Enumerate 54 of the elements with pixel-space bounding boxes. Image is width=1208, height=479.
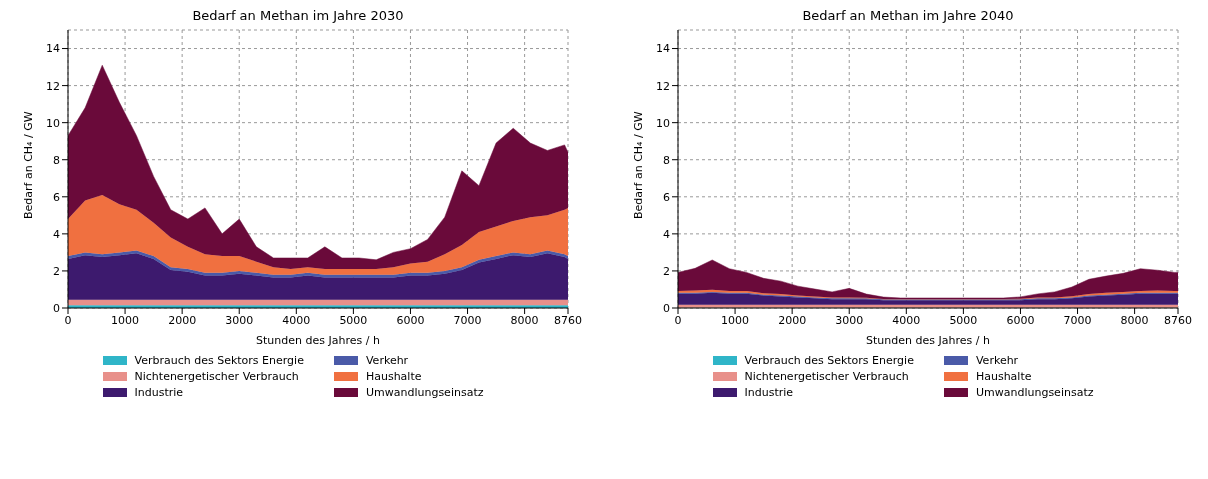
legend-label: Industrie xyxy=(134,385,184,399)
x-tick-label: 5000 xyxy=(339,313,368,327)
y-tick-label: 6 xyxy=(663,190,670,204)
legend-label: Verbrauch des Sektors Energie xyxy=(134,353,304,367)
chart-title: Bedarf an Methan im Jahre 2040 xyxy=(801,8,1015,23)
x-tick-label: 5000 xyxy=(949,313,978,327)
x-axis-title: Stunden des Jahres / h xyxy=(256,334,380,347)
y-tick-label: 14 xyxy=(46,42,60,56)
x-tick-label: 8760 xyxy=(554,313,582,327)
x-tick-label: 6000 xyxy=(1006,313,1035,327)
y-tick-label: 12 xyxy=(46,79,60,93)
y-tick-label: 4 xyxy=(663,227,670,241)
y-tick-label: 6 xyxy=(53,190,60,204)
legend-label: Haushalte xyxy=(975,369,1032,383)
y-tick-label: 2 xyxy=(663,264,670,278)
legend-label: Verbrauch des Sektors Energie xyxy=(744,353,914,367)
y-tick-label: 2 xyxy=(53,264,60,278)
legend-label: Haushalte xyxy=(365,369,422,383)
x-tick-label: 2000 xyxy=(168,313,197,327)
x-tick-label: 3000 xyxy=(225,313,254,327)
legend-label: Umwandlungseinsatz xyxy=(975,385,1094,399)
y-tick-label: 0 xyxy=(53,301,60,315)
y-tick-label: 12 xyxy=(656,79,670,93)
x-tick-label: 8000 xyxy=(1120,313,1149,327)
x-tick-label: 0 xyxy=(674,313,682,327)
x-tick-label: 0 xyxy=(64,313,72,327)
y-tick-label: 8 xyxy=(53,153,60,167)
x-tick-label: 7000 xyxy=(453,313,482,327)
y-tick-label: 4 xyxy=(53,227,60,241)
legend-label: Verkehr xyxy=(365,353,409,367)
x-axis-title: Stunden des Jahres / h xyxy=(866,334,990,347)
legend-label: Umwandlungseinsatz xyxy=(365,385,484,399)
y-tick-label: 8 xyxy=(663,153,670,167)
legend-label: Verkehr xyxy=(975,353,1019,367)
y-tick-label: 10 xyxy=(656,116,670,130)
x-tick-label: 4000 xyxy=(892,313,921,327)
y-axis-title: Bedarf an CH₄ / GW xyxy=(631,111,645,219)
x-tick-label: 3000 xyxy=(835,313,864,327)
x-tick-label: 7000 xyxy=(1063,313,1092,327)
y-tick-label: 10 xyxy=(46,116,60,130)
y-axis-title: Bedarf an CH₄ / GW xyxy=(21,111,35,219)
y-tick-label: 0 xyxy=(663,301,670,315)
x-tick-label: 8000 xyxy=(510,313,539,327)
y-tick-label: 14 xyxy=(656,42,670,56)
x-tick-label: 1000 xyxy=(111,313,140,327)
x-tick-label: 8760 xyxy=(1164,313,1192,327)
legend-label: Nichtenergetischer Verbrauch xyxy=(744,369,909,383)
x-tick-label: 2000 xyxy=(778,313,807,327)
legend-label: Nichtenergetischer Verbrauch xyxy=(134,369,299,383)
x-tick-label: 4000 xyxy=(282,313,311,327)
x-tick-label: 6000 xyxy=(396,313,425,327)
chart-title: Bedarf an Methan im Jahre 2030 xyxy=(191,8,405,23)
x-tick-label: 1000 xyxy=(721,313,750,327)
legend-label: Industrie xyxy=(744,385,794,399)
